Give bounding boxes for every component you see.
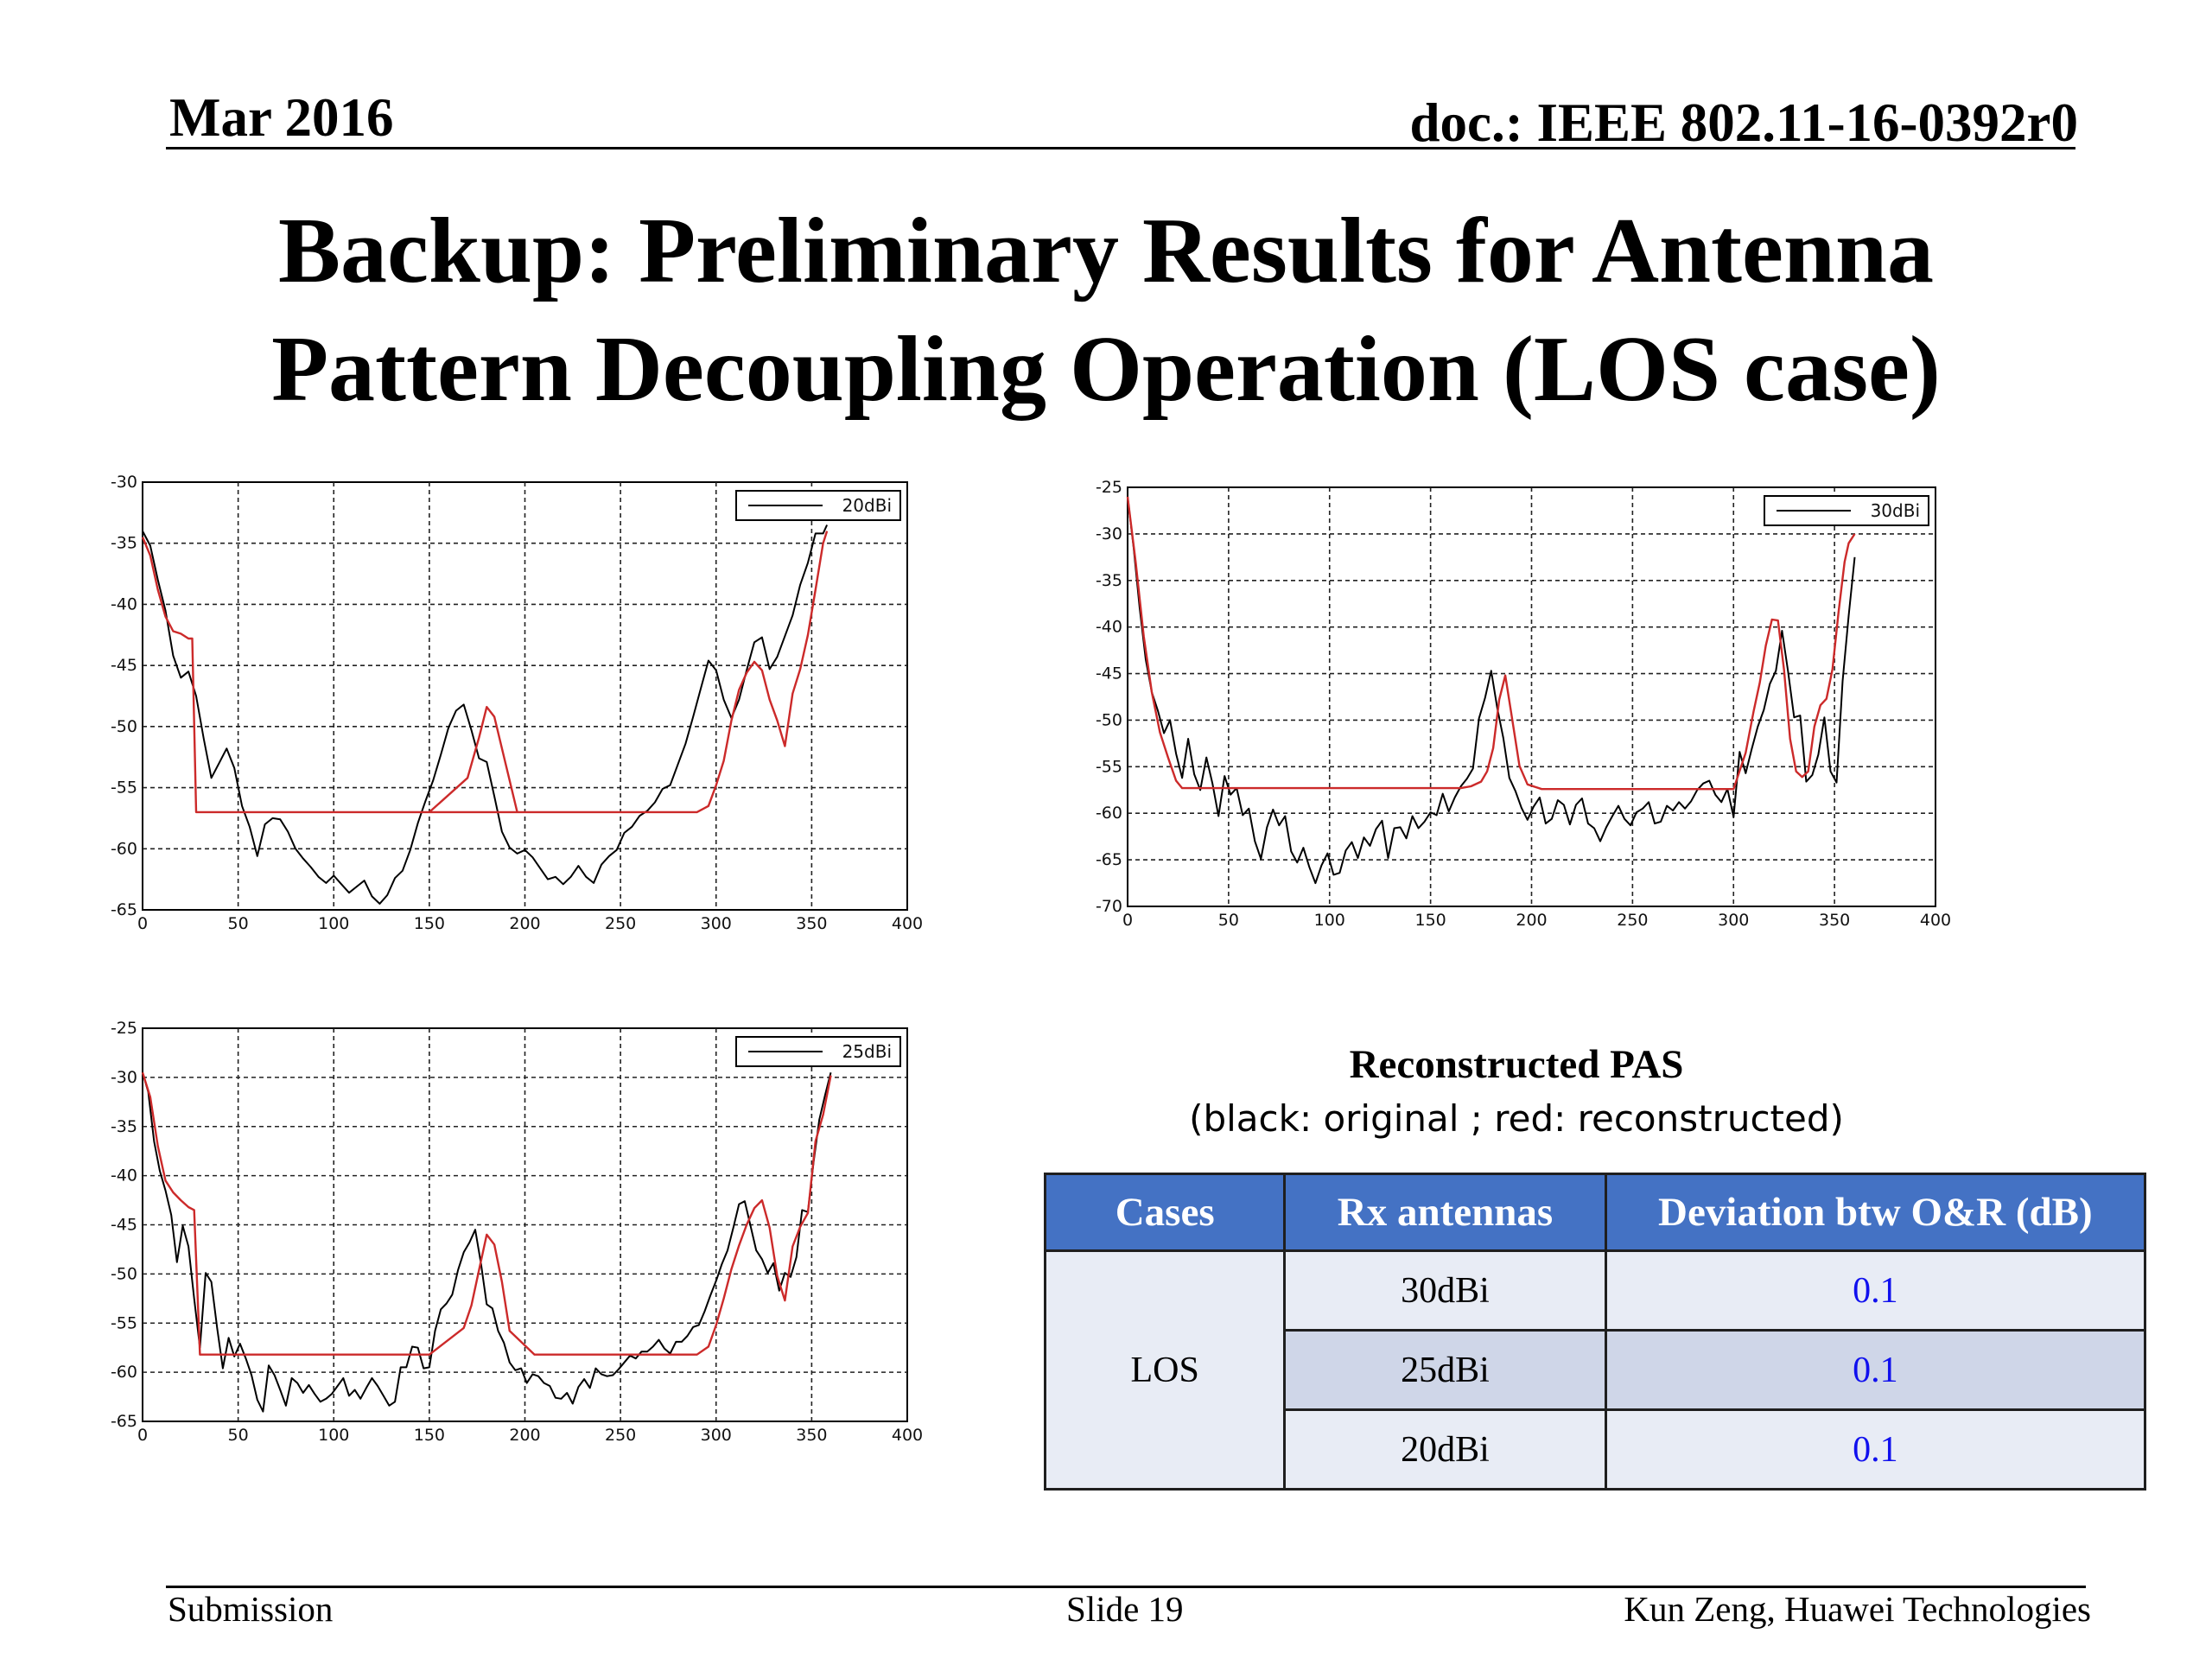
y-tick-label: -45: [111, 656, 137, 675]
x-tick-label: 250: [605, 1426, 636, 1445]
reconstructed-series-line: [429, 706, 518, 813]
x-tick-label: 0: [137, 914, 148, 933]
x-tick-label: 250: [605, 914, 636, 933]
x-tick-label: 350: [796, 1426, 827, 1445]
rx-antenna-cell: 25dBi: [1283, 1329, 1607, 1411]
caption-subtitle: (black: original ; red: reconstructed): [1189, 1097, 1844, 1140]
y-tick-label: -55: [1096, 757, 1122, 776]
slide-title-line2: Pattern Decoupling Operation (LOS case): [271, 318, 1941, 421]
x-tick-label: 300: [1718, 911, 1749, 930]
y-tick-label: -45: [111, 1216, 137, 1235]
y-tick-label: -65: [1096, 850, 1122, 869]
x-tick-label: 0: [1122, 911, 1133, 930]
x-tick-label: 150: [1414, 911, 1446, 930]
table-row: LOS 30dBi 0.1: [1043, 1249, 2147, 1491]
footer-author: Kun Zeng, Huawei Technologies: [1624, 1589, 2091, 1629]
x-tick-label: 200: [509, 914, 540, 933]
x-tick-label: 400: [892, 1426, 923, 1445]
y-tick-label: -35: [1096, 571, 1122, 590]
header-rx-antennas: Rx antennas: [1283, 1173, 1607, 1252]
header-deviation: Deviation btw O&R (dB): [1604, 1173, 2147, 1252]
y-tick-label: -60: [1096, 804, 1122, 823]
case-cell: LOS: [1043, 1249, 1287, 1491]
x-tick-label: 250: [1617, 911, 1648, 930]
footer-submission: Submission: [168, 1589, 334, 1629]
deviation-cell: 0.1: [1604, 1329, 2147, 1411]
chart-25dbi: 0 50 100 150 200 250 300 350 400 -25 -30 -35 -40 -45 -…: [111, 1019, 923, 1445]
header-date: Mar 2016: [169, 87, 394, 148]
y-tick-label: -40: [1096, 618, 1122, 637]
original-series-line: [1127, 496, 1856, 885]
x-tick-label: 300: [701, 914, 732, 933]
plot-frame: [1127, 486, 1936, 907]
y-tick-label: -60: [111, 839, 137, 858]
chart-20dbi: 0 50 100 150 200 250 300 350 400 -30 -35 -40 -45 -50 -…: [111, 473, 923, 933]
y-tick-label: -50: [111, 1264, 137, 1283]
deviation-cell: 0.1: [1604, 1249, 2147, 1332]
x-tick-label: 300: [701, 1426, 732, 1445]
y-tick-label: -55: [111, 1313, 137, 1332]
original-series-line: [142, 524, 829, 905]
x-tick-label: 350: [1819, 911, 1850, 930]
x-tick-label: 400: [1920, 911, 1951, 930]
chart-caption: Reconstructed PAS (black: original ; red…: [1037, 1039, 1996, 1144]
legend-label: 20dBi: [842, 495, 892, 516]
results-table: Cases Rx antennas Deviation btw O&R (dB)…: [1043, 1173, 2147, 1491]
x-tick-label: 100: [1314, 911, 1345, 930]
y-tick-label: -30: [111, 473, 137, 492]
chart-30dbi: 0 50 100 150 200 250 300 350 400 -25 -30 -35 -40 -45 -…: [1096, 478, 1951, 930]
x-tick-label: 100: [318, 1426, 349, 1445]
reconstructed-series-line: [141, 531, 829, 814]
footer-slide-number: Slide 19: [1066, 1589, 1184, 1629]
legend-label: 25dBi: [842, 1041, 892, 1062]
slide-title-line1: Backup: Preliminary Results for Antenna: [277, 200, 1935, 302]
slide-title: Backup: Preliminary Results for Antenna …: [0, 192, 2212, 429]
reconstructed-series-line: [1126, 496, 1856, 791]
y-tick-label: -70: [1096, 897, 1122, 916]
y-tick-label: -65: [111, 900, 137, 919]
y-tick-label: -35: [111, 1117, 137, 1136]
y-tick-label: -25: [111, 1019, 137, 1038]
y-tick-label: -40: [111, 594, 137, 613]
y-tick-label: -65: [111, 1412, 137, 1431]
x-tick-label: 50: [228, 1426, 249, 1445]
y-tick-label: -30: [111, 1068, 137, 1087]
x-tick-label: 0: [137, 1426, 148, 1445]
x-tick-label: 350: [796, 914, 827, 933]
y-tick-label: -30: [1096, 524, 1122, 543]
deviation-cell: 0.1: [1604, 1408, 2147, 1491]
y-tick-label: -60: [111, 1363, 137, 1382]
table-row: 25dBi 0.1: [1046, 1329, 2147, 1411]
x-tick-label: 400: [892, 914, 923, 933]
header-doc-id: doc.: IEEE 802.11-16-0392r0: [1409, 92, 2078, 153]
caption-title: Reconstructed PAS: [1349, 1042, 1684, 1087]
x-tick-label: 150: [414, 1426, 445, 1445]
y-tick-label: -55: [111, 779, 137, 798]
x-tick-label: 200: [1516, 911, 1547, 930]
rx-antenna-cell: 20dBi: [1283, 1408, 1607, 1491]
rx-antenna-cell: 30dBi: [1283, 1249, 1607, 1332]
x-tick-label: 50: [1218, 911, 1239, 930]
y-tick-label: -25: [1096, 478, 1122, 497]
footer-divider: [166, 1586, 2086, 1588]
y-tick-label: -35: [111, 534, 137, 553]
header-divider: [166, 147, 2075, 149]
legend-label: 30dBi: [1871, 500, 1920, 521]
original-series-line: [142, 1071, 832, 1413]
reconstructed-series-line: [141, 1071, 832, 1356]
header-cases: Cases: [1043, 1173, 1287, 1252]
table-row: 20dBi 0.1: [1046, 1408, 2147, 1491]
y-tick-label: -50: [1096, 710, 1122, 729]
y-tick-label: -45: [1096, 664, 1122, 683]
y-tick-label: -50: [111, 717, 137, 736]
table-header-row: Cases Rx antennas Deviation btw O&R (dB): [1043, 1173, 2147, 1252]
x-tick-label: 50: [228, 914, 249, 933]
x-tick-label: 100: [318, 914, 349, 933]
x-tick-label: 150: [414, 914, 445, 933]
y-tick-label: -40: [111, 1166, 137, 1185]
x-tick-label: 200: [509, 1426, 540, 1445]
